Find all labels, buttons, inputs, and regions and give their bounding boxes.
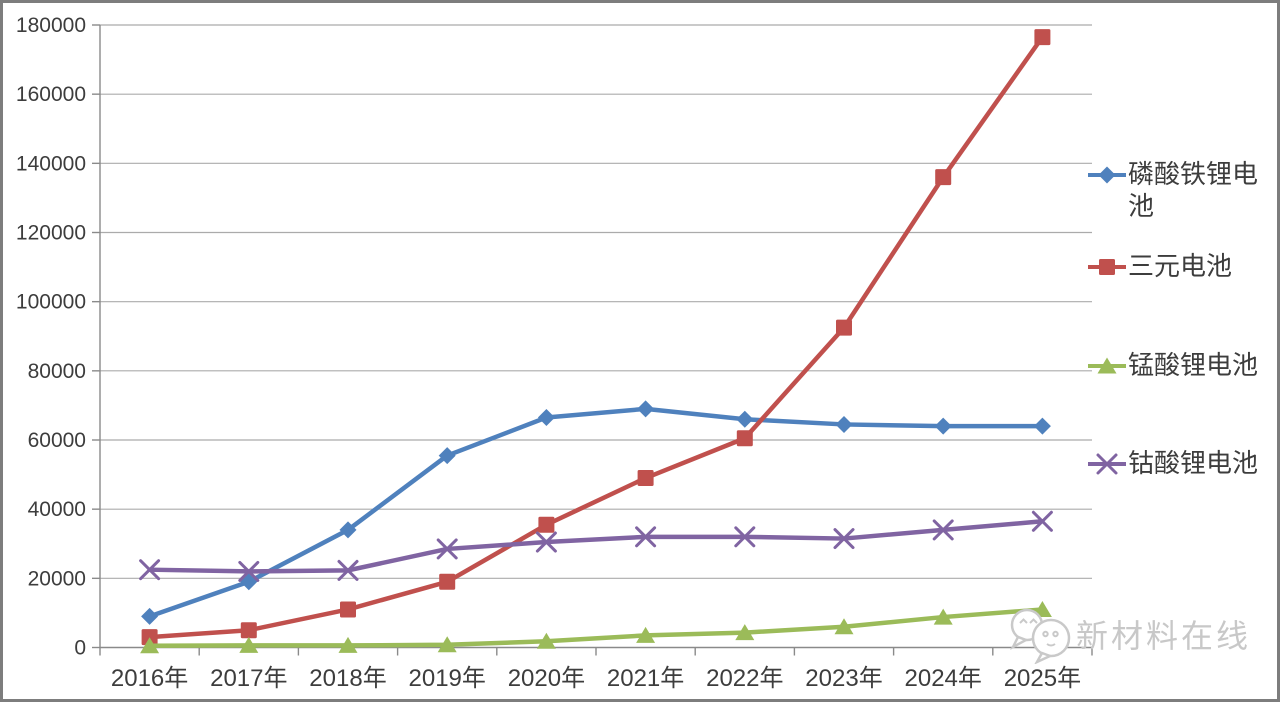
series-line — [147, 406, 1045, 619]
y-tick-label: 80000 — [28, 360, 86, 383]
square-marker-icon — [736, 430, 753, 447]
square-marker-icon — [637, 470, 654, 487]
legend-marker-icon — [1088, 259, 1126, 275]
x-tick-label: 2021年 — [607, 665, 684, 692]
square-marker-icon — [1099, 259, 1115, 275]
diamond-marker-icon — [141, 607, 159, 625]
triangle-marker-icon — [636, 626, 656, 643]
x-marker-icon — [139, 559, 161, 581]
x-tick-label: 2023年 — [805, 665, 882, 692]
x-marker-icon — [535, 531, 557, 553]
series-2 — [141, 29, 1051, 646]
x-marker-icon — [1096, 453, 1118, 475]
x-tick-label: 2017年 — [210, 665, 287, 692]
watermark-text: 新材料在线 — [1076, 618, 1252, 654]
series-line — [147, 519, 1045, 574]
legend-item-1: 磷酸铁锂电池 — [1086, 158, 1274, 222]
y-tick-label: 40000 — [28, 498, 86, 521]
x-marker-icon — [436, 538, 458, 560]
square-marker-icon — [141, 629, 158, 646]
square-marker-icon — [240, 622, 257, 639]
legend-label: 三元电池 — [1128, 251, 1233, 281]
series-line — [147, 34, 1045, 640]
triangle-marker-icon — [536, 632, 556, 649]
watermark-logo-icon — [1010, 608, 1071, 664]
y-tick-label: 140000 — [16, 152, 86, 175]
square-marker-icon — [935, 169, 952, 186]
diamond-marker-icon — [339, 521, 357, 539]
x-marker-icon — [932, 519, 954, 541]
y-tick-label: 60000 — [28, 429, 86, 452]
y-tick-label: 160000 — [16, 83, 86, 106]
x-tick-label: 2022年 — [706, 665, 783, 692]
series-1 — [141, 400, 1051, 625]
triangle-marker-icon — [437, 636, 457, 653]
legend-label: 磷酸铁锂电池 — [1128, 159, 1259, 221]
square-marker-icon — [1034, 29, 1051, 46]
legend-item-2: 三元电池 — [1086, 250, 1274, 282]
legend-label: 钴酸锂电池 — [1128, 448, 1259, 478]
x-tick-label: 2020年 — [508, 665, 585, 692]
diamond-marker-icon — [1033, 417, 1051, 435]
y-tick-label: 0 — [74, 637, 86, 660]
x-marker-icon — [734, 526, 756, 548]
x-marker-icon — [337, 559, 359, 581]
watermark: 新材料在线 — [1006, 604, 1251, 664]
legend-item-4: 钴酸锂电池 — [1086, 447, 1274, 479]
legend-marker-icon — [1088, 453, 1126, 475]
square-marker-icon — [538, 516, 555, 533]
legend-label: 锰酸锂电池 — [1128, 350, 1259, 380]
diamond-marker-icon — [537, 409, 555, 427]
triangle-marker-icon — [735, 624, 755, 641]
x-marker-icon — [1031, 510, 1053, 532]
legend-item-3: 锰酸锂电池 — [1086, 349, 1274, 381]
diamond-marker-icon — [1098, 166, 1116, 184]
square-marker-icon — [340, 601, 356, 618]
y-tick-label: 180000 — [16, 14, 86, 37]
y-tick-label: 120000 — [16, 222, 86, 245]
x-tick-label: 2016年 — [111, 665, 188, 692]
x-marker-icon — [635, 526, 657, 548]
triangle-marker-icon — [834, 618, 854, 635]
legend-marker-icon — [1088, 166, 1126, 184]
series-3 — [140, 600, 1052, 654]
x-axis-labels: 2016年 2017年 2018年 2019年 2020年 2021年 2022年 2023年… — [111, 665, 1081, 692]
square-marker-icon — [439, 573, 456, 590]
diamond-marker-icon — [934, 417, 952, 435]
triangle-marker-icon — [338, 636, 358, 653]
x-marker-icon — [238, 560, 260, 582]
square-marker-icon — [836, 319, 852, 336]
gridlines — [100, 24, 1092, 579]
series-line — [147, 607, 1045, 649]
x-tick-label: 2025年 — [1004, 665, 1081, 692]
triangle-marker-icon — [239, 636, 259, 653]
x-tick-label: 2024年 — [905, 665, 982, 692]
legend-marker-icon — [1088, 357, 1126, 374]
triangle-marker-icon — [1097, 357, 1117, 374]
x-marker-icon — [833, 528, 855, 550]
x-tick-label: 2018年 — [309, 665, 386, 692]
y-tick-label: 100000 — [16, 291, 86, 314]
diamond-marker-icon — [736, 410, 754, 428]
triangle-marker-icon — [140, 637, 160, 654]
diamond-marker-icon — [438, 447, 456, 465]
triangle-marker-icon — [933, 608, 953, 625]
diamond-marker-icon — [637, 400, 655, 418]
series-4 — [139, 510, 1053, 582]
x-tick-label: 2019年 — [409, 665, 486, 692]
diamond-marker-icon — [835, 415, 853, 433]
y-axis-labels: 0 20000 40000 60000 80000 100000 120000 140000 1… — [16, 14, 86, 660]
y-tick-label: 20000 — [28, 567, 86, 590]
